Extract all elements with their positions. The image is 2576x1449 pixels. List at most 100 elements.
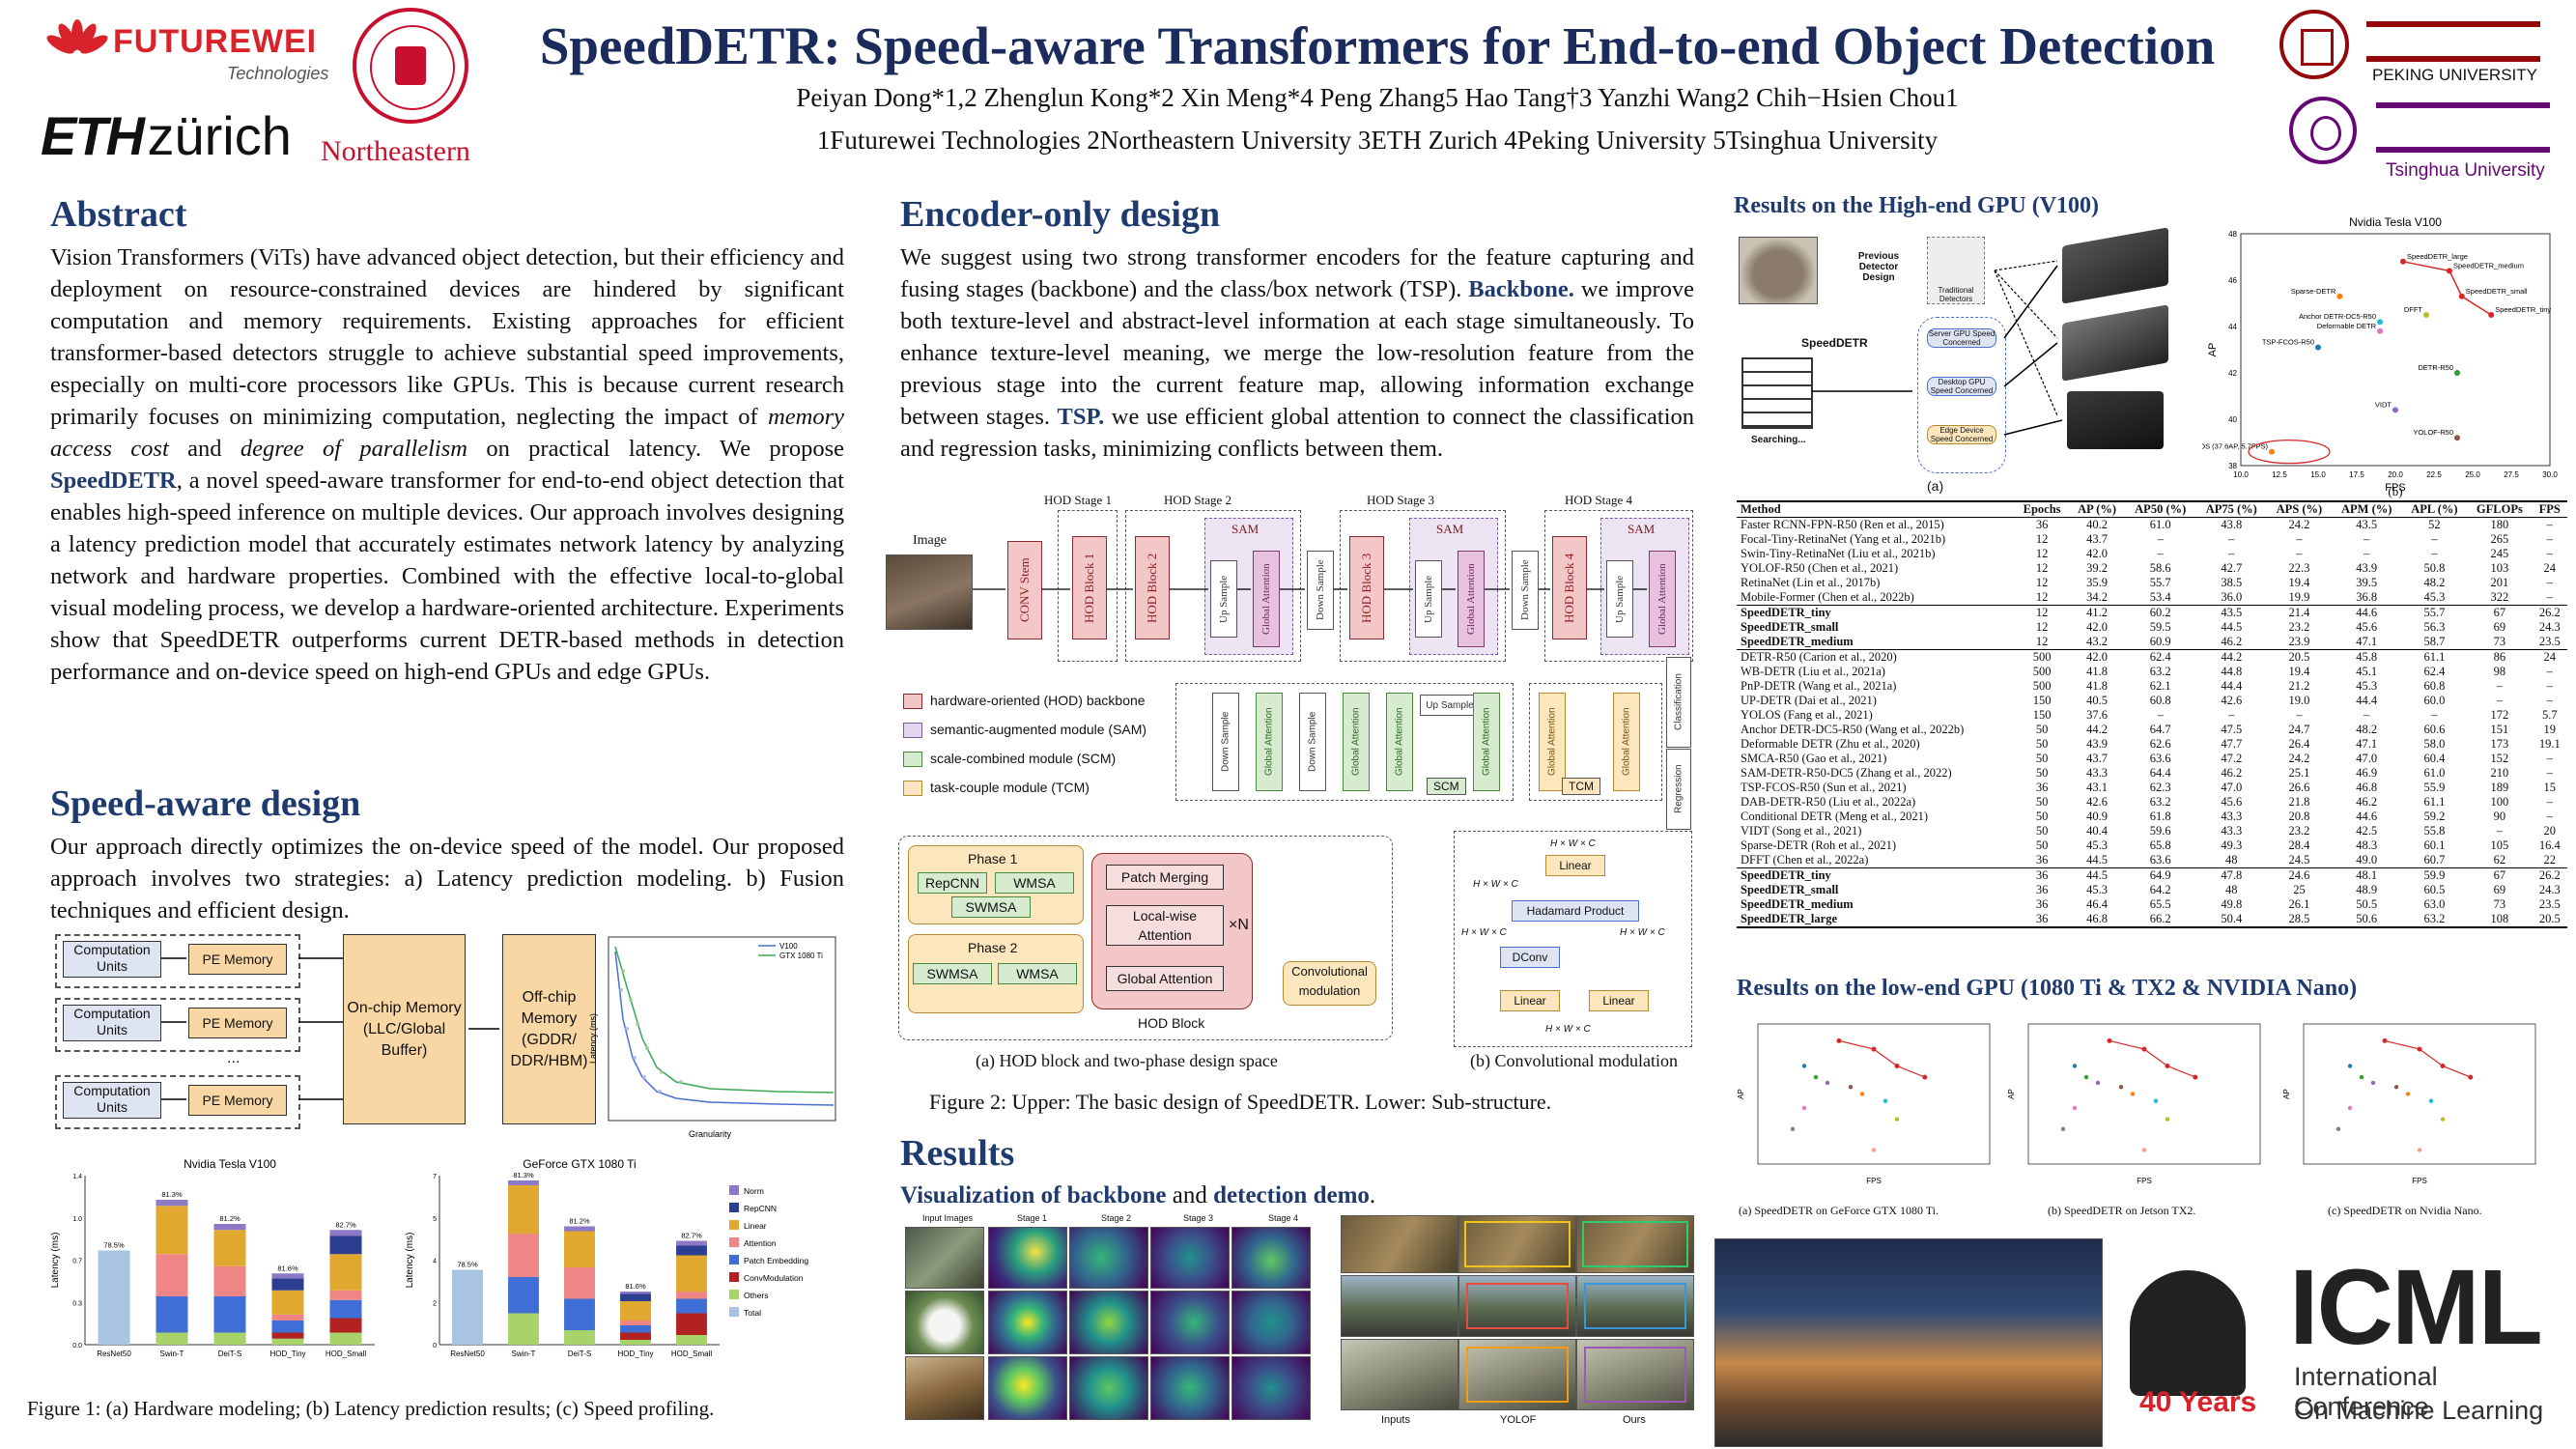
table-cell: 65.8 [2149,838,2171,852]
table-cell: 65.5 [2149,897,2171,911]
bar-segment [508,1185,539,1234]
table-cell: 43.1 [2086,781,2109,794]
table-cell: 63.6 [2149,853,2171,867]
table-cell: 41.8 [2086,665,2109,678]
demo-image [1341,1339,1458,1410]
latency-ylabel: Latency (ms) [588,1013,598,1064]
table-header-cell: GFLOPs [2467,500,2533,518]
scatter-point [2153,1098,2159,1103]
icml-figure-icon [2130,1270,2246,1396]
bar-top-label: 78.5% [103,1241,125,1250]
table-cell: – [2546,547,2553,560]
phase-1-label: Phase 1 [968,851,1018,867]
table-cell: 48 [2225,853,2238,867]
table-cell: 41.8 [2086,679,2109,693]
table-cell: 150 [2032,694,2052,707]
demo-image [1576,1215,1694,1273]
bar-segment [213,1265,246,1296]
abstract-text: Vision Transformers (ViTs) have advanced… [50,244,844,685]
wmsa-box: WMSA [998,963,1077,984]
bar-segment [508,1313,539,1345]
table-header-cell: APL (%) [2401,500,2468,518]
scm-tcm-detail: Down Sample Global Attention Down Sample… [1174,657,1695,830]
table-cell: 12 [2035,532,2049,546]
y-tick-label: 0.3 [72,1300,82,1307]
y-tick-label: 4 [433,1259,437,1265]
table-cell: 50.6 [2331,912,2402,928]
point-label: DETR-R50 [2418,363,2453,372]
table-cell: 42.7 [2221,561,2243,575]
x-axis-label: FPS [2137,1177,2152,1185]
patch-merging-box: Patch Merging [1106,865,1224,890]
table-cell: 43.9 [2086,737,2109,751]
bar-segment [620,1325,651,1333]
table-row: SpeedDETR_large 36 46.8 66.2 50.4 28.5 50.6 63.… [1737,912,2567,928]
table-cell: – [2228,708,2235,722]
table-cell: 62.3 [2149,781,2171,794]
architecture-diagram: Image CONV Stem HOD Stage 1 HOD Block 1 … [884,493,1695,676]
x-tick-label: 10.0 [2233,470,2249,479]
table-cell: 67 [2467,867,2533,883]
pe-memory-box: PE Memory [188,1008,287,1038]
y-axis-label: Latency (ms) [405,1233,415,1289]
bar-segment [329,1254,362,1291]
up-sample: Up Sample [1420,695,1480,716]
x-axis-label: FPS [2412,1177,2427,1185]
table-row: RetinaNet (Lin et al., 2017b) 12 35.9 55.7 3… [1737,576,2567,590]
table-cell: 43.9 [2356,561,2378,575]
legend-label: Patch Embedding [744,1256,808,1265]
table-cell: SpeedDETR_medium [1741,635,1854,648]
scatter-point [2377,327,2383,334]
table-cell: VIDT (Song et al., 2021) [1741,824,1862,838]
table-cell: 47.5 [2221,723,2243,736]
demo-image [1341,1275,1458,1337]
bar-segment [676,1292,707,1299]
table-row: VIDT (Song et al., 2021) 50 40.4 59.6 43.3 23… [1737,824,2567,838]
x-tick-label: 17.5 [2349,470,2364,479]
table-cell: Swin-Tiny-RetinaNet (Liu et al., 2021b) [1741,547,1936,560]
sam-label: SAM [1231,522,1260,536]
table-cell: 44.2 [2195,649,2268,665]
table-cell: 56.3 [2423,620,2446,634]
x-axis-label: FPS [2385,482,2405,494]
table-cell: 64.4 [2149,766,2171,780]
bar-segment [329,1290,362,1300]
scatter-point [2405,1092,2411,1096]
fig1-caption: Figure 1: (a) Hardware modeling; (b) Lat… [27,1397,715,1420]
edge-device-image [2067,391,2164,449]
global-attention: Global Attention [1613,693,1640,791]
table-cell: 41.2 [2069,605,2125,620]
futurewei-name: FUTUREWEI [113,23,318,60]
table-cell: SAM-DETR-R50-DC5 (Zhang et al., 2022) [1741,766,1952,780]
table-cell: SpeedDETR_tiny [1737,867,2015,883]
table-cell: 44.5 [2069,867,2125,883]
table-cell: 44.5 [2221,620,2243,634]
table-cell: 40.4 [2086,824,2109,838]
bar-segment [271,1314,304,1321]
hadamard-box: Hadamard Product [1512,900,1639,922]
table-cell: 19.1 [2538,737,2561,751]
table-cell: 44.8 [2221,665,2243,678]
bar-segment [329,1299,362,1319]
scatter-point [2165,1064,2170,1068]
x-tick-label: 15.0 [2310,470,2326,479]
y-tick-label: 38 [2228,462,2237,470]
legend-label: Norm [744,1186,764,1196]
bar-segment [213,1296,246,1333]
global-attention-box: Global Attention [1106,966,1224,991]
x-tick-label: 22.5 [2426,470,2442,479]
table-cell: 50 [2035,737,2049,751]
bar-segment [213,1332,246,1345]
table-cell: 36 [2014,912,2070,928]
server-gpu-label: Server GPU Speed Concerned [1927,328,1996,348]
scatter-point [2370,1080,2376,1086]
point-label: VIDT [2375,400,2392,409]
table-cell: 12 [2035,561,2049,575]
table-cell: 35.9 [2086,576,2109,589]
legend-swatch [729,1290,739,1299]
table-cell: 90 [2493,810,2506,823]
table-cell: 48.2 [2423,576,2446,589]
table-cell: – [2296,532,2303,546]
bar-segment [452,1269,483,1345]
table-cell: 52 [2428,518,2441,531]
